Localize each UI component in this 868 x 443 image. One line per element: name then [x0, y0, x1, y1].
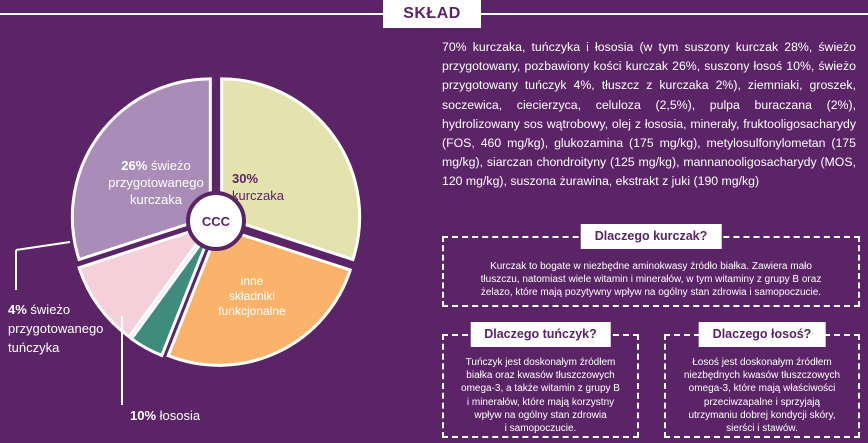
pie-center-label: CCC: [201, 214, 231, 229]
pie-slice-other: [70, 77, 212, 262]
why-tuna-text: Tuńczyk jest doskonałym źródłem białka or…: [461, 357, 620, 435]
tuna-leader-line: [15, 241, 71, 251]
why-chicken-text: Kurczak to bogate w niezbędne aminokwasy…: [480, 261, 822, 299]
pie-slice-chicken: [220, 77, 362, 262]
slice-label-other: inne składniki funkcjonalne: [218, 274, 286, 318]
why-salmon-title: Dlaczego łosoś?: [698, 322, 826, 348]
why-chicken-box: Dlaczego kurczak? Kurczak to bogate w ni…: [442, 224, 860, 307]
pie-slice-salmon: [77, 222, 215, 339]
slice-label-chicken: 30% kurczaka: [232, 171, 285, 203]
pie-center-circle: [186, 191, 246, 251]
why-salmon-text: Łosoś jest doskonałym źródłem niezbędnych…: [683, 357, 841, 435]
salmon-label: 10% łososia: [130, 408, 201, 423]
composition-text: 70% kurczaka, tuńczyka i łososia (w tym …: [442, 40, 856, 189]
why-tuna-box: Dlaczego tuńczyk? Tuńczyk jest doskonały…: [442, 322, 639, 438]
why-chicken-title: Dlaczego kurczak?: [580, 224, 722, 250]
slice-label-fresh-chicken: 26% świeżo przygotowanego kurczaka: [108, 158, 204, 207]
why-salmon-box: Dlaczego łosoś? Łosoś jest doskonałym źr…: [664, 322, 860, 438]
why-tuna-title: Dlaczego tuńczyk?: [470, 322, 611, 348]
pie-slice-tuna: [129, 226, 215, 358]
composition-pie-chart: [15, 77, 362, 405]
pie-slice-fresh-chicken: [166, 225, 353, 367]
tuna-label: 4% świeżo przygotowanego tuńczyka: [8, 302, 104, 355]
section-title: SKŁAD: [383, 0, 481, 28]
